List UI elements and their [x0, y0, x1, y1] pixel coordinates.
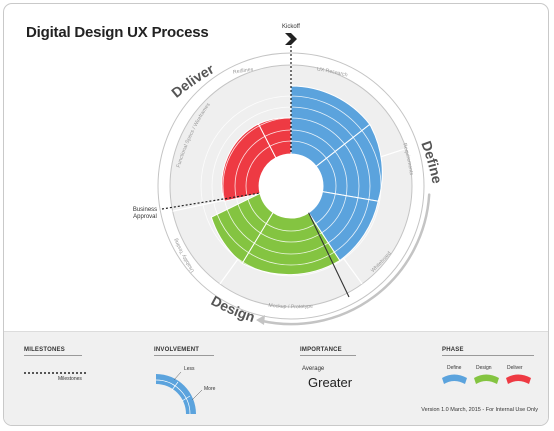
process-wheel: Kickoff Business Approval UX Research Re…	[133, 24, 446, 326]
legend-importance-heading: IMPORTANCE	[300, 347, 356, 356]
business-approval-label-1: Business	[133, 207, 157, 213]
legend-importance-greater: Greater	[308, 375, 353, 390]
version-note: Version 1.0 March, 2015 - For Internal U…	[421, 407, 538, 413]
legend-phase-design: Design	[476, 365, 492, 371]
legend-importance-average: Average	[302, 366, 325, 372]
legend-involvement-heading: INVOLVEMENT	[154, 347, 214, 356]
legend-panel: MILESTONES Milestones INVOLVEMENT Less M…	[4, 331, 548, 425]
legend-milestones-label: Milestones	[58, 376, 82, 382]
diagram-card: Digital Design UX Process	[3, 3, 549, 426]
define-wedges	[290, 85, 383, 262]
page-title: Digital Design UX Process	[26, 24, 209, 41]
legend-phase-define: Define	[447, 365, 462, 371]
milestone-line-icon	[24, 372, 86, 374]
legend-involvement-more: More	[204, 386, 216, 392]
milestone-lines	[161, 46, 292, 210]
center-hub	[259, 154, 323, 218]
flow-arrow	[258, 193, 431, 326]
involvement-scale-icon	[155, 371, 203, 415]
activity-label-redlines: Redlines	[233, 67, 254, 76]
phase-swatches-icon	[442, 374, 531, 384]
legend-involvement-less: Less	[184, 366, 195, 372]
kickoff-label: Kickoff	[282, 24, 300, 30]
legend-phase-heading: PHASE	[442, 347, 534, 356]
legend-milestones-heading: MILESTONES	[24, 347, 82, 356]
business-approval-label-2: Approval	[133, 214, 157, 220]
legend-phase-deliver: Deliver	[507, 365, 523, 371]
flow-arrow-head-icon	[256, 315, 265, 325]
activity-label-mockup-prototype: Mockup / Prototype	[268, 303, 313, 311]
kickoff-chevron-icon	[285, 33, 297, 45]
phase-boundary-line	[308, 212, 350, 298]
